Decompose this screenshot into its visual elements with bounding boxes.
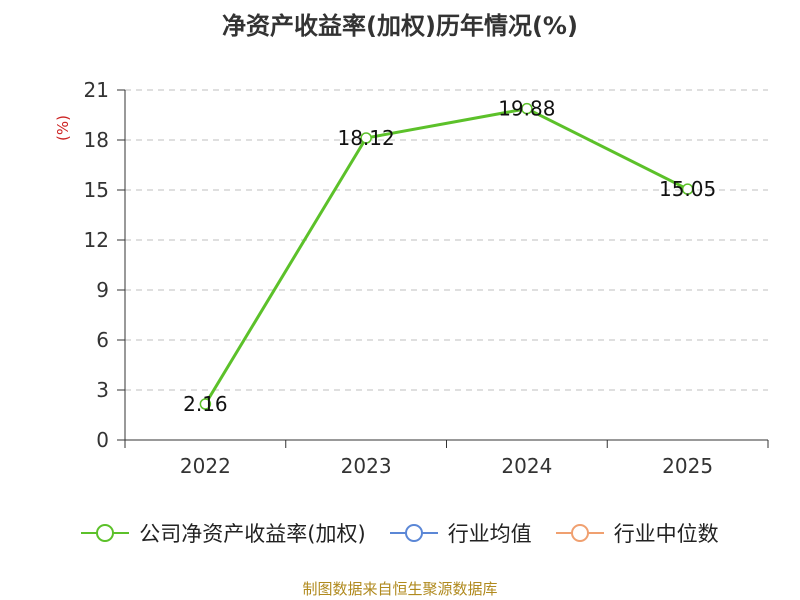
series-layer bbox=[199, 102, 694, 410]
data-label: 2.16 bbox=[183, 392, 228, 416]
data-label: 19.88 bbox=[498, 97, 555, 121]
legend-item-company[interactable]: 公司净资产收益率(加权) bbox=[81, 518, 366, 548]
data-source-note: 制图数据来自恒生聚源数据库 bbox=[302, 580, 498, 598]
y-axis-label: (%) bbox=[54, 115, 72, 141]
data-label: 18.12 bbox=[337, 126, 394, 150]
data-label: 15.05 bbox=[659, 177, 716, 201]
x-tick-label: 2024 bbox=[501, 454, 552, 478]
chart-title: 净资产收益率(加权)历年情况(%) bbox=[222, 12, 578, 40]
y-tick-label: 12 bbox=[84, 228, 109, 252]
data-point bbox=[199, 398, 212, 410]
legend-label-industry-avg: 行业均值 bbox=[447, 522, 532, 546]
legend-label-industry-median: 行业中位数 bbox=[613, 522, 719, 546]
y-tick-label: 0 bbox=[96, 428, 109, 452]
legend-label-company: 公司净资产收益率(加权) bbox=[139, 522, 366, 546]
y-tick-label: 15 bbox=[84, 178, 109, 202]
data-point bbox=[681, 183, 694, 195]
legend-line-icon bbox=[81, 524, 130, 542]
gridlines bbox=[125, 89, 768, 391]
x-tick-label: 2023 bbox=[341, 454, 392, 478]
legend: 公司净资产收益率(加权) 行业均值 行业中位数 bbox=[0, 518, 800, 548]
y-tick-label: 3 bbox=[96, 378, 109, 402]
x-tick-label: 2022 bbox=[180, 454, 231, 478]
legend-item-industry-avg[interactable]: 行业均值 bbox=[389, 518, 532, 548]
legend-line-icon bbox=[389, 524, 438, 542]
legend-item-industry-median[interactable]: 行业中位数 bbox=[555, 518, 719, 548]
data-point bbox=[360, 132, 372, 144]
y-tick-label: 9 bbox=[96, 278, 109, 302]
y-tick-label: 18 bbox=[84, 128, 109, 152]
data-labels: 2.16 18.12 19.88 15.05 bbox=[183, 97, 716, 416]
legend-line-icon bbox=[555, 524, 604, 542]
y-tick-label: 6 bbox=[96, 328, 109, 352]
line-chart: 0 3 6 9 12 15 18 21 2022 2023 2024 2025 2.16 18.12 19… bbox=[54, 78, 769, 478]
x-tick-label: 2025 bbox=[662, 454, 713, 478]
y-tick-label: 21 bbox=[84, 78, 109, 102]
series-line bbox=[204, 107, 689, 405]
data-point bbox=[521, 102, 533, 115]
axes: 0 3 6 9 12 15 18 21 2022 2023 2024 2025 bbox=[84, 78, 769, 478]
